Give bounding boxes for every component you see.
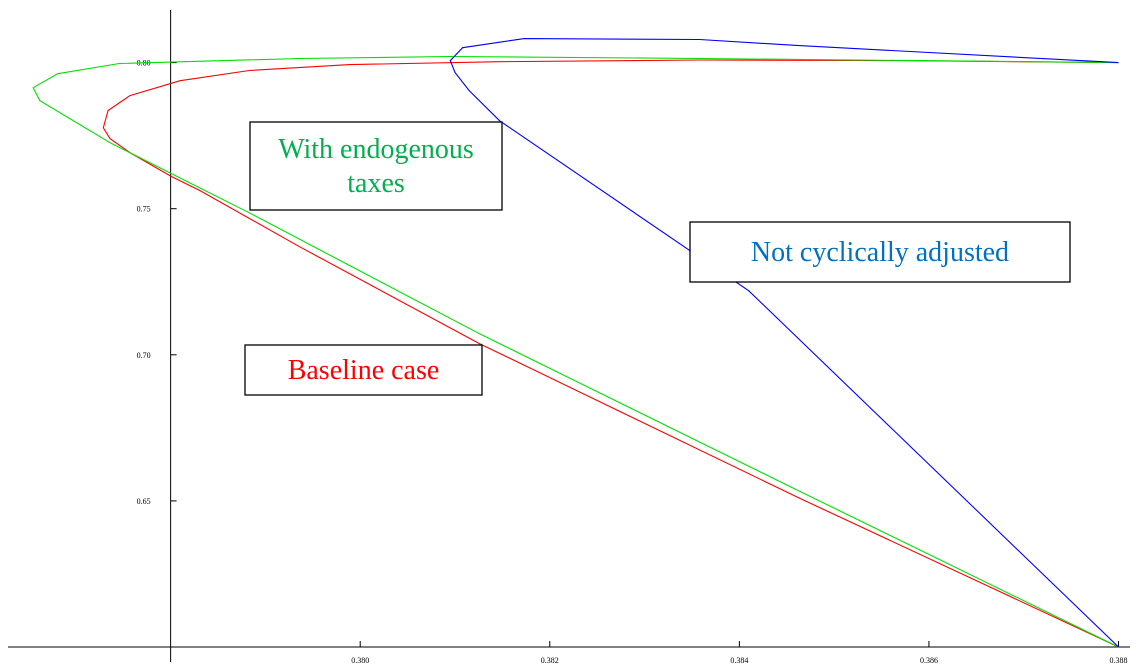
x-tick-label: 0.384	[730, 656, 748, 665]
y-tick-label: 0.65	[137, 497, 151, 506]
annotation-box	[244, 344, 483, 396]
annotation-text: Baseline case	[288, 355, 440, 386]
y-tick-label: 0.75	[137, 205, 151, 214]
curve	[102, 59, 1119, 648]
annotation-box	[249, 121, 503, 211]
x-tick-label: 0.382	[541, 656, 559, 665]
annotation-text: With endogenous	[278, 134, 474, 165]
x-tick-label: 0.388	[1110, 656, 1128, 665]
annotation: Not cyclically adjusted	[689, 221, 1071, 283]
annotation-text: Not cyclically adjusted	[751, 237, 1009, 268]
y-tick-label: 0.70	[137, 351, 151, 360]
x-tick-label: 0.380	[351, 656, 369, 665]
curve	[32, 55, 1119, 648]
curve	[449, 38, 1119, 648]
x-tick-label: 0.386	[920, 656, 938, 665]
annotation-box	[689, 221, 1071, 283]
annotation-text: taxes	[347, 168, 405, 199]
annotation: Baseline case	[244, 344, 483, 396]
